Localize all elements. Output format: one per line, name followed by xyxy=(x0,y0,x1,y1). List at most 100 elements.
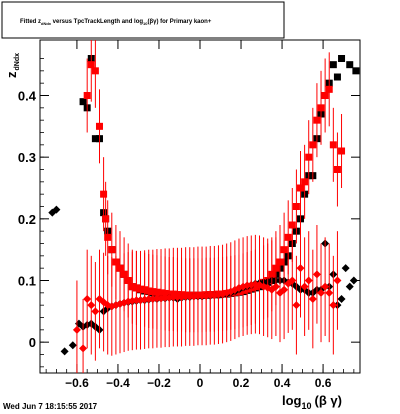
data-point xyxy=(305,153,313,161)
data-point xyxy=(321,92,329,99)
data-point xyxy=(341,264,350,273)
data-point xyxy=(79,344,88,353)
data-point xyxy=(91,135,99,143)
x-tick-label: −0.4 xyxy=(106,376,130,390)
x-axis-label-main: log xyxy=(282,393,302,408)
data-point xyxy=(288,221,296,229)
data-point xyxy=(349,276,358,285)
data-point xyxy=(144,295,153,303)
data-point xyxy=(271,282,280,291)
data-point xyxy=(79,98,87,106)
chart-title-mid: versus TpcTrackLength and log xyxy=(51,19,143,25)
data-point xyxy=(120,298,129,307)
data-point xyxy=(325,288,334,297)
data-point xyxy=(338,147,346,155)
data-point xyxy=(91,307,100,316)
data-point xyxy=(300,282,309,291)
x-axis-label-end: (β γ) xyxy=(315,393,342,408)
data-point xyxy=(338,55,346,62)
data-point xyxy=(185,292,194,301)
chart-title: Fitted zdNdx versus TpcTrackLength and l… xyxy=(20,19,212,26)
data-point xyxy=(346,61,354,69)
x-tick-label: 0.2 xyxy=(233,376,250,390)
data-point xyxy=(60,347,69,356)
data-point xyxy=(296,264,305,273)
x-axis-label-sub: 10 xyxy=(302,401,312,411)
data-point xyxy=(68,341,77,350)
data-series-group xyxy=(48,40,360,373)
data-point xyxy=(308,295,317,303)
chart-title-main: Fitted z xyxy=(20,19,41,25)
data-point xyxy=(297,184,305,192)
data-point xyxy=(206,291,215,300)
data-marks xyxy=(48,40,360,373)
data-point xyxy=(87,61,95,69)
chart-title-sub1: dNdx xyxy=(41,21,52,26)
data-point xyxy=(309,141,317,149)
data-point xyxy=(169,293,178,302)
data-point xyxy=(301,178,309,186)
footer-date: Wed Jun 7 18:15:55 2017 xyxy=(3,402,98,411)
y-axis-label: zdNdx xyxy=(4,53,21,78)
data-point xyxy=(325,85,333,93)
data-point xyxy=(312,270,321,279)
data-point xyxy=(337,295,346,303)
title-box: Fitted zdNdx versus TpcTrackLength and l… xyxy=(1,1,285,39)
data-point xyxy=(83,295,92,303)
data-point xyxy=(181,292,190,301)
title-box-frame xyxy=(1,1,285,39)
data-point xyxy=(173,293,182,302)
data-point xyxy=(95,122,103,130)
y-tick-label: 0.3 xyxy=(18,150,36,165)
data-point xyxy=(102,215,110,223)
data-point xyxy=(317,288,326,297)
data-point xyxy=(304,276,313,285)
data-point xyxy=(87,301,96,310)
data-point xyxy=(333,73,341,81)
data-point xyxy=(152,294,161,303)
y-axis-label-sub: dNdx xyxy=(14,53,21,71)
data-point xyxy=(193,291,202,300)
data-point xyxy=(132,296,141,305)
data-point xyxy=(52,205,61,214)
x-tick-label: −0.2 xyxy=(147,376,171,390)
x-tick-label: 0.6 xyxy=(315,376,332,390)
x-tick-label: −0.6 xyxy=(65,376,89,390)
data-point xyxy=(104,233,112,241)
data-point xyxy=(313,116,321,124)
data-point xyxy=(198,291,207,300)
data-point xyxy=(333,166,341,173)
data-point xyxy=(91,67,99,75)
axes: −0.6 −0.4 −0.2 0 0.2 0.4 0.6 0 0.1 0.2 0.3 0.4 xyxy=(18,40,360,390)
y-axis-label-main: z xyxy=(4,71,19,78)
data-point xyxy=(321,282,330,291)
data-point xyxy=(72,325,81,334)
data-point xyxy=(288,276,297,285)
y-tick-label: 0.2 xyxy=(18,212,36,227)
x-tick-label: 0.4 xyxy=(274,376,291,390)
y-tick-label: 0.4 xyxy=(18,89,37,104)
data-point xyxy=(292,301,301,310)
series-3 xyxy=(72,218,342,373)
chart-title-sub2: 10 xyxy=(143,21,148,26)
data-point xyxy=(333,276,342,285)
data-point xyxy=(100,190,108,198)
data-point xyxy=(292,203,300,210)
data-point xyxy=(345,282,354,291)
data-point xyxy=(329,141,337,149)
data-point xyxy=(108,246,116,254)
data-point xyxy=(83,92,91,99)
data-point xyxy=(329,61,337,69)
data-point xyxy=(161,293,170,302)
series-0 xyxy=(79,55,360,299)
chart-title-end: (βγ) for Primary kaon+ xyxy=(147,19,211,25)
data-point xyxy=(329,301,338,310)
data-point xyxy=(317,104,325,112)
y-tick-label: 0 xyxy=(29,335,36,350)
x-tick-label: 0 xyxy=(197,376,204,390)
y-tick-label: 0.1 xyxy=(18,274,36,289)
data-point xyxy=(352,67,360,75)
x-axis-label: log10 (β γ) xyxy=(282,393,342,411)
data-point xyxy=(280,285,289,294)
